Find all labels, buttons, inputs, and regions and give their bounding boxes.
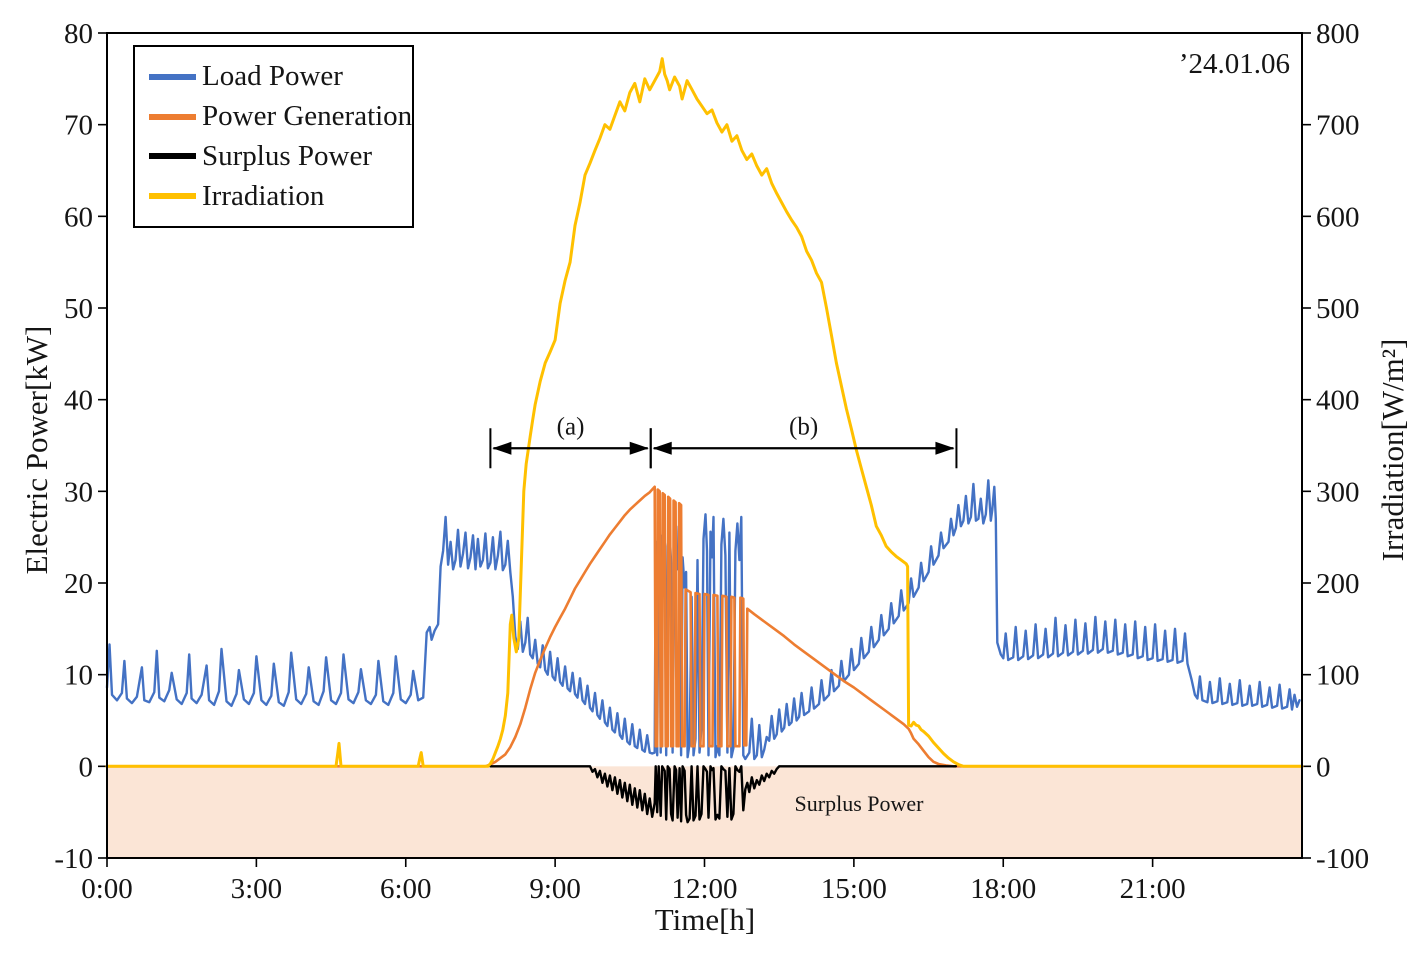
surplus-power-line <box>489 765 958 824</box>
right-axis-tick-label: 200 <box>1316 568 1360 600</box>
legend-label: Irradiation <box>202 179 325 212</box>
x-axis-tick-label: 18:00 <box>970 873 1036 905</box>
legend: Load Power Power Generation Surplus Powe… <box>133 45 414 228</box>
legend-label: Surplus Power <box>202 139 372 172</box>
x-axis-tick-label: 12:00 <box>671 873 737 905</box>
legend-label: Load Power <box>202 60 343 93</box>
left-axis-tick-label: 0 <box>79 751 94 783</box>
surplus-power-annotation: Surplus Power <box>794 791 924 816</box>
legend-item-irradiation: Irradiation <box>149 179 406 212</box>
span-arrowhead-left <box>492 441 512 455</box>
legend-label: Power Generation <box>202 100 413 133</box>
right-axis-tick-label: 700 <box>1316 110 1360 142</box>
left-axis-tick-label: 10 <box>64 660 93 692</box>
left-axis-tick-label: 40 <box>64 385 93 417</box>
right-axis-tick-label: 0 <box>1316 751 1331 783</box>
plot-frame <box>106 32 1303 859</box>
surplus-power-line-swatch <box>149 153 196 160</box>
power-generation-line <box>105 485 1304 768</box>
left-axis-title: Electric Power[kW] <box>19 325 54 575</box>
x-axis-title: Time[h] <box>654 902 756 937</box>
x-axis-tick-label: 6:00 <box>380 873 432 905</box>
right-axis-title: Irradiation[W/m²] <box>1375 338 1410 562</box>
span-label-b: (b) <box>789 413 818 440</box>
span-label-a: (a) <box>557 413 585 440</box>
span-arrowhead-right <box>935 441 955 455</box>
left-axis-tick-label: 30 <box>64 476 93 508</box>
right-axis-tick-label: 100 <box>1316 660 1360 692</box>
x-axis-tick-label: 21:00 <box>1120 873 1186 905</box>
right-axis-tick-label: 600 <box>1316 201 1360 233</box>
right-axis-tick-label: 300 <box>1316 476 1360 508</box>
left-axis-tick-label: 50 <box>64 293 93 325</box>
legend-item-power-generation: Power Generation <box>149 102 412 131</box>
x-axis-tick-label: 15:00 <box>821 873 887 905</box>
x-axis-tick-label: 3:00 <box>231 873 283 905</box>
date-label: ’24.01.06 <box>1178 48 1290 80</box>
x-axis-tick-label: 0:00 <box>81 873 133 905</box>
left-axis-tick-label: -10 <box>54 843 93 875</box>
right-axis-tick-label: 500 <box>1316 293 1360 325</box>
span-arrowhead-left <box>652 441 672 455</box>
left-axis-tick-label: 60 <box>64 201 93 233</box>
power-generation-line-swatch <box>149 113 196 120</box>
right-axis-tick-label: 400 <box>1316 385 1360 417</box>
right-axis-tick-label: -100 <box>1316 843 1369 875</box>
left-axis-tick-label: 70 <box>64 110 93 142</box>
left-axis-tick-label: 20 <box>64 568 93 600</box>
left-axis-tick-label: 80 <box>64 18 93 50</box>
x-axis-tick-label: 9:00 <box>529 873 581 905</box>
irradiation-line-swatch <box>149 193 196 200</box>
below-zero-shading <box>107 766 1302 858</box>
legend-item-surplus-power: Surplus Power <box>149 139 406 172</box>
span-arrowhead-right <box>629 441 649 455</box>
load-power-line-swatch <box>149 73 196 80</box>
right-axis-tick-label: 800 <box>1316 18 1360 50</box>
legend-item-load-power: Load Power <box>149 62 406 91</box>
irradiation-line <box>105 57 1304 768</box>
